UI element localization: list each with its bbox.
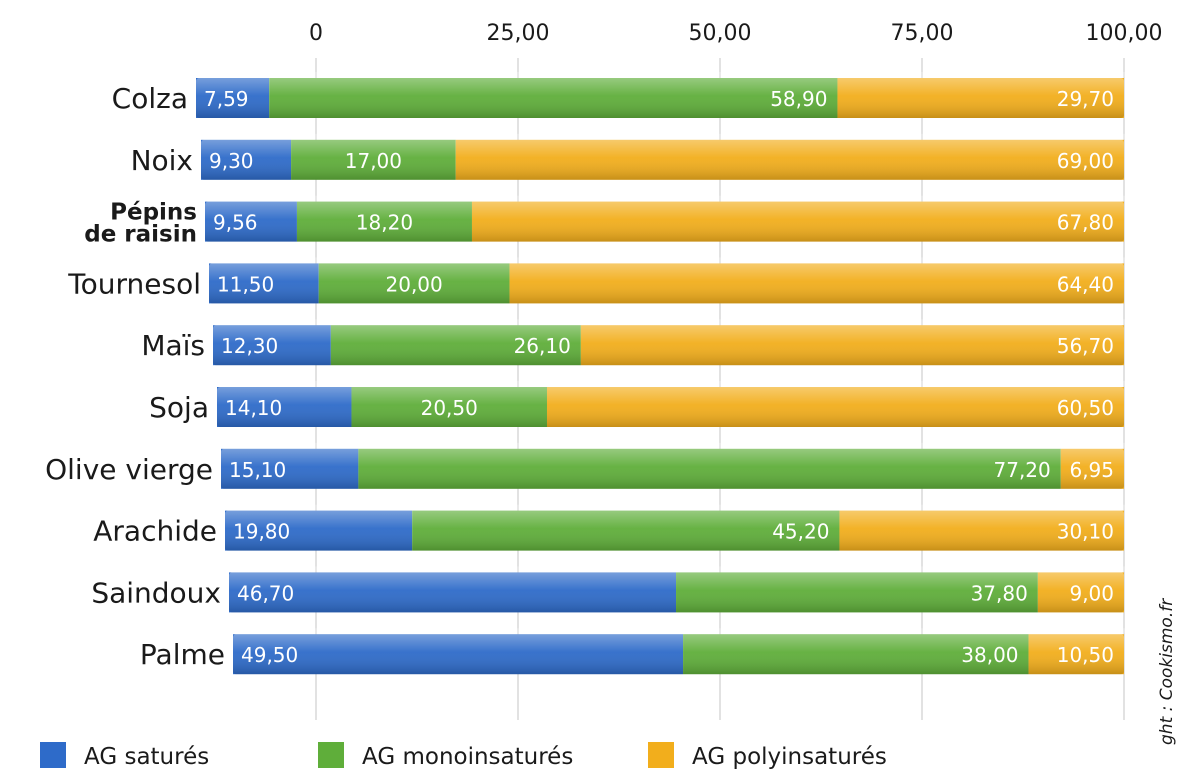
data-label: 20,50 <box>421 396 478 420</box>
data-label: 19,80 <box>233 520 290 544</box>
data-label: 20,00 <box>386 272 443 296</box>
data-label: 67,80 <box>1057 211 1114 235</box>
legend-item: AG monoinsaturés <box>318 742 573 770</box>
legend-label: AG monoinsaturés <box>362 744 573 770</box>
bar-row: 14,10 20,50 60,50 <box>217 381 1130 427</box>
data-label: 29,70 <box>1057 87 1114 111</box>
bar-highlight <box>205 201 1124 242</box>
bar-row: 19,80 45,20 30,10 <box>225 504 1130 551</box>
category-label: Maïs <box>141 329 205 362</box>
x-tick-label: 100,00 <box>1086 21 1163 46</box>
bar-top-face <box>233 628 1130 635</box>
x-tick-label: 0 <box>309 21 323 46</box>
bar-top-face <box>196 72 1130 78</box>
bar-top-face <box>225 504 1130 511</box>
bar-highlight <box>225 510 1124 551</box>
legend-label: AG saturés <box>84 744 209 770</box>
category-label: Noix <box>131 144 193 177</box>
data-label: 37,80 <box>971 581 1028 605</box>
x-axis-ticks: 0 25,00 50,00 75,00 100,00 <box>309 21 1162 46</box>
bar-top-face <box>221 442 1130 449</box>
data-label: 49,50 <box>241 643 298 667</box>
bar-top-face <box>217 381 1130 387</box>
bar-row: 12,30 26,10 56,70 <box>213 319 1130 366</box>
category-label: Palme <box>140 638 225 671</box>
data-label: 9,00 <box>1069 581 1114 605</box>
data-label: 10,50 <box>1057 643 1114 667</box>
bar-highlight <box>221 448 1124 489</box>
bar-highlight <box>201 139 1124 180</box>
data-label: 56,70 <box>1057 334 1114 358</box>
data-label: 38,00 <box>961 643 1018 667</box>
x-tick-label: 75,00 <box>891 21 954 46</box>
legend-swatch <box>318 742 344 768</box>
bar-highlight <box>233 634 1124 675</box>
legend-label: AG polyinsaturés <box>692 744 887 770</box>
data-label: 7,59 <box>204 87 249 111</box>
data-label: 77,20 <box>994 458 1051 482</box>
data-label: 9,30 <box>209 149 254 173</box>
data-label: 11,50 <box>217 272 274 296</box>
bar-row: 9,30 17,00 69,00 <box>201 133 1130 180</box>
legend: AG saturés AG monoinsaturés AG polyinsatur… <box>40 742 887 770</box>
data-label: 64,40 <box>1057 272 1114 296</box>
data-label: 45,20 <box>772 520 829 544</box>
legend-swatch <box>40 742 66 768</box>
data-label: 26,10 <box>514 334 571 358</box>
bars: 7,59 58,90 29,70 9,30 17,00 69,00 9,56 18,20 67,… <box>196 72 1130 675</box>
bar-highlight <box>229 572 1124 613</box>
data-label: 46,70 <box>237 581 294 605</box>
legend-item: AG polyinsaturés <box>648 742 887 770</box>
data-label: 6,95 <box>1069 458 1114 482</box>
legend-swatch <box>648 742 674 768</box>
data-label: 58,90 <box>770 87 827 111</box>
data-label: 17,00 <box>345 149 402 173</box>
category-labels: Colza Noix Pépins de raisin Tournesol Maïs Soj… <box>45 82 225 671</box>
data-label: 14,10 <box>225 396 282 420</box>
bar-highlight <box>196 78 1124 118</box>
credit-text: ght : Cookismo.fr <box>1157 598 1177 745</box>
bar-row: 7,59 58,90 29,70 <box>196 72 1130 118</box>
bar-row: 49,50 38,00 10,50 <box>233 628 1130 675</box>
category-label: Colza <box>112 82 188 115</box>
category-label: Arachide <box>93 515 217 548</box>
data-label: 18,20 <box>356 211 413 235</box>
bar-highlight <box>217 387 1124 427</box>
category-label: Saindoux <box>91 576 221 609</box>
x-tick-label: 50,00 <box>689 21 752 46</box>
bar-top-face <box>205 195 1130 202</box>
bar-top-face <box>201 133 1130 140</box>
bar-row: 15,10 77,20 6,95 <box>221 442 1130 489</box>
bar-row: 9,56 18,20 67,80 <box>205 195 1130 242</box>
category-label: Pépins de raisin <box>84 200 197 248</box>
x-tick-label: 25,00 <box>487 21 550 46</box>
legend-item: AG saturés <box>40 742 209 770</box>
data-label: 69,00 <box>1057 149 1114 173</box>
data-label: 60,50 <box>1057 396 1114 420</box>
data-label: 30,10 <box>1057 520 1114 544</box>
bar-highlight <box>213 325 1124 366</box>
data-label: 12,30 <box>221 334 278 358</box>
data-label: 9,56 <box>213 211 258 235</box>
bar-top-face <box>213 319 1130 326</box>
category-label: Olive vierge <box>45 453 213 486</box>
category-label: Tournesol <box>67 267 201 300</box>
bar-highlight <box>209 263 1124 304</box>
data-label: 15,10 <box>229 458 286 482</box>
bar-top-face <box>229 566 1130 573</box>
bar-row: 11,50 20,00 64,40 <box>209 257 1130 304</box>
bar-row: 46,70 37,80 9,00 <box>229 566 1130 613</box>
bar-top-face <box>209 257 1130 264</box>
category-label: Soja <box>149 391 209 424</box>
